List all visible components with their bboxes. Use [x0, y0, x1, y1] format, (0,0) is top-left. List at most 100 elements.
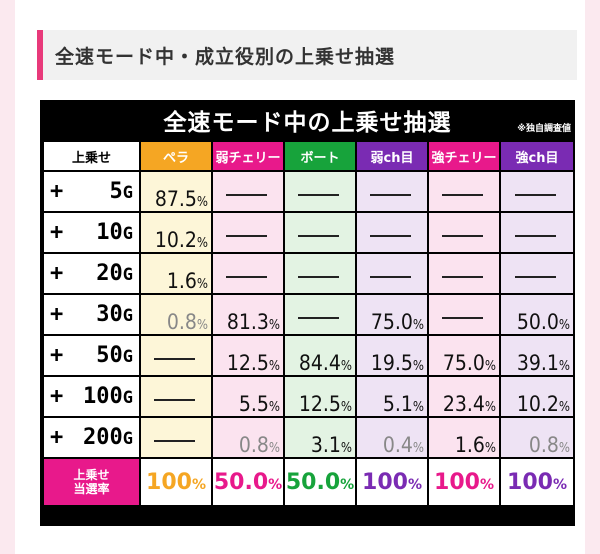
cell-unit: % [340, 359, 352, 374]
cell-strong-cherry: 75.0% [427, 334, 501, 377]
table-row: +5G 87.5% [42, 170, 575, 213]
total-unit: % [340, 476, 355, 493]
row-label-number: 10 [96, 220, 123, 245]
table-row: +100G 5.5% 12.5% 5.1% 23.4% 10.2% [42, 375, 575, 418]
cell-boat: 84.4% [283, 334, 357, 377]
total-row-label: 上乗せ 当選率 [42, 457, 141, 507]
cell-value: 12.5 [226, 351, 269, 375]
row-label-plus: + [50, 302, 64, 327]
table-note: ※独自調査値 [517, 124, 571, 134]
none-dash [298, 317, 339, 319]
total-pera: 100% [139, 457, 213, 507]
cell-boat [283, 293, 357, 336]
cell-weak-ch-me: 75.0% [355, 293, 429, 336]
cell-weak-ch-me: 5.1% [355, 375, 429, 418]
cell-unit: % [412, 441, 424, 456]
row-label-number: 30 [96, 302, 123, 327]
none-dash [370, 235, 411, 237]
row-label-plus: + [50, 384, 64, 409]
none-dash [154, 399, 195, 401]
none-dash [226, 235, 267, 237]
row-label-unit: G [122, 224, 133, 244]
column-header-strong-ch-me: 強ch目 [499, 140, 575, 172]
row-label: +200G [42, 416, 141, 459]
cell-unit: % [196, 277, 208, 292]
total-strong-cherry: 100% [427, 457, 501, 507]
cell-unit: % [340, 400, 352, 415]
cell-weak-cherry [211, 252, 285, 295]
table-title-bar: 全速モード中の上乗せ抽選 ※独自調査値 [40, 100, 575, 140]
total-value: 100 [507, 469, 553, 495]
cell-value: 23.4 [442, 392, 485, 416]
table-title: 全速モード中の上乗せ抽選 [163, 110, 452, 136]
cell-value: 75.0 [370, 310, 413, 334]
cell-weak-cherry [211, 211, 285, 254]
cell-unit: % [484, 359, 496, 374]
cell-strong-ch-me: 50.0% [499, 293, 575, 336]
total-row: 上乗せ 当選率 100% 50.0% 50.0% 100% 100% 100% [42, 457, 575, 507]
cell-value: 10.2 [154, 228, 197, 252]
row-label-number: 50 [96, 343, 123, 368]
cell-strong-ch-me [499, 252, 575, 295]
cell-pera [139, 416, 213, 459]
row-label-plus: + [50, 425, 64, 450]
column-header-pera: ペラ [139, 140, 213, 172]
cell-boat: 3.1% [283, 416, 357, 459]
cell-value: 12.5 [298, 392, 341, 416]
total-strong-ch-me: 100% [499, 457, 575, 507]
cell-value: 10.2 [516, 392, 559, 416]
cell-unit: % [558, 441, 570, 456]
cell-unit: % [558, 400, 570, 415]
table-row: +20G 1.6% [42, 252, 575, 295]
cell-weak-cherry: 5.5% [211, 375, 285, 418]
row-label: +50G [42, 334, 141, 377]
none-dash [298, 276, 339, 278]
cell-unit: % [196, 236, 208, 251]
cell-unit: % [412, 318, 424, 333]
none-dash [442, 317, 483, 319]
cell-strong-ch-me: 0.8% [499, 416, 575, 459]
cell-value: 3.1 [310, 433, 341, 457]
column-header-strong-cherry: 強チェリー [427, 140, 501, 172]
table-header-row: 上乗せ ペラ 弱チェリー ボート 弱ch目 強チェリー 強ch目 [42, 140, 575, 172]
cell-unit: % [268, 400, 280, 415]
row-label-unit: G [122, 306, 133, 326]
cell-pera [139, 334, 213, 377]
total-unit: % [552, 476, 567, 493]
row-label-unit: G [122, 347, 133, 367]
cell-unit: % [196, 318, 208, 333]
cell-pera: 87.5% [139, 170, 213, 213]
cell-pera: 1.6% [139, 252, 213, 295]
none-dash [514, 235, 557, 237]
total-unit: % [479, 476, 494, 493]
cell-unit: % [268, 318, 280, 333]
column-header-boat: ボート [283, 140, 357, 172]
cell-value: 19.5 [370, 351, 413, 375]
row-label: +10G [42, 211, 141, 254]
cell-weak-ch-me [355, 252, 429, 295]
cell-unit: % [340, 441, 352, 456]
none-dash [442, 235, 483, 237]
total-value: 50.0 [213, 469, 269, 495]
cell-value: 50.0 [516, 310, 559, 334]
cell-boat [283, 170, 357, 213]
cell-value: 75.0 [442, 351, 485, 375]
cell-unit: % [558, 318, 570, 333]
none-dash [514, 276, 557, 278]
section-header-title: 全速モード中・成立役別の上乗せ抽選 [55, 45, 396, 68]
cell-weak-ch-me: 19.5% [355, 334, 429, 377]
none-dash [514, 194, 557, 196]
none-dash [370, 194, 411, 196]
cell-boat [283, 252, 357, 295]
cell-weak-ch-me: 0.4% [355, 416, 429, 459]
row-label: +30G [42, 293, 141, 336]
none-dash [226, 194, 267, 196]
none-dash [226, 276, 267, 278]
cell-strong-ch-me: 39.1% [499, 334, 575, 377]
cell-value: 0.8 [528, 433, 559, 457]
cell-weak-cherry: 0.8% [211, 416, 285, 459]
cell-strong-ch-me [499, 211, 575, 254]
total-value: 100 [434, 469, 480, 495]
table-row: +30G 0.8% 81.3% 75.0% 50.0% [42, 293, 575, 336]
section-header: 全速モード中・成立役別の上乗せ抽選 [37, 30, 577, 80]
